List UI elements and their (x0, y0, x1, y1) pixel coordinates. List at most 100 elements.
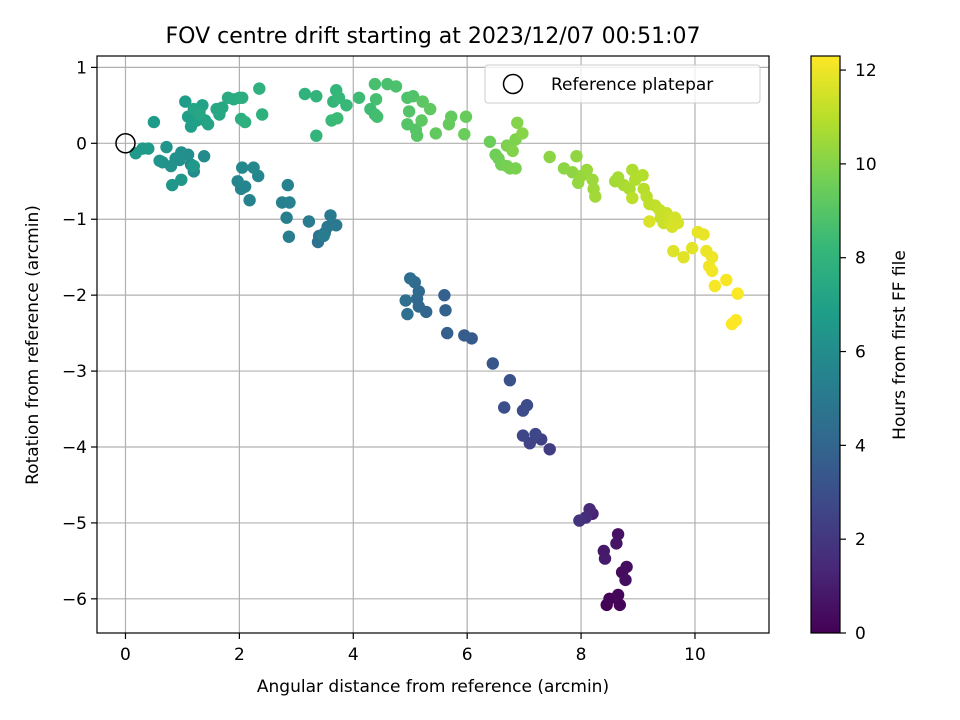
y-tick-label: −4 (62, 438, 87, 458)
data-point (201, 118, 215, 131)
data-point (483, 135, 497, 148)
data-point (506, 144, 519, 158)
data-point (247, 161, 260, 174)
data-point (459, 110, 473, 123)
data-point (415, 114, 428, 127)
data-point (503, 374, 517, 387)
data-point (708, 279, 722, 293)
data-point (193, 108, 206, 121)
y-tick-label: 1 (76, 58, 87, 78)
x-tick-label: 0 (120, 645, 131, 665)
data-point (731, 287, 744, 300)
data-point (570, 150, 583, 163)
data-point (231, 175, 244, 188)
data-point (516, 429, 530, 442)
colorbar-tick-label: 2 (855, 530, 866, 550)
data-point (236, 91, 249, 105)
chart-title: FOV centre drift starting at 2023/12/07 … (166, 24, 701, 49)
data-point (310, 129, 323, 142)
x-axis-label: Angular distance from reference (arcmin) (257, 677, 609, 697)
colorbar-label: Hours from first FF file (890, 250, 910, 440)
x-tick-label: 4 (348, 645, 359, 665)
data-point (439, 304, 452, 317)
data-point (302, 215, 316, 228)
data-point (586, 173, 599, 186)
data-point (498, 401, 511, 414)
data-point (298, 87, 312, 101)
data-point (352, 91, 366, 105)
colorbar-tick-label: 4 (855, 436, 866, 456)
colorbar-gradient (810, 55, 841, 634)
legend-marker (502, 73, 524, 95)
data-point (324, 209, 337, 222)
data-point (399, 294, 412, 307)
data-point (458, 329, 471, 342)
data-point (256, 108, 269, 121)
data-point (369, 93, 383, 106)
data-point (729, 314, 743, 327)
data-point (281, 178, 294, 192)
x-tick-label: 6 (462, 645, 473, 665)
y-tick-label: −2 (62, 286, 87, 306)
data-point (280, 211, 293, 224)
data-point (371, 110, 384, 123)
data-point (667, 244, 680, 258)
data-point (705, 264, 719, 278)
legend-entry-reference: Reference platepar (551, 75, 713, 95)
data-point (282, 230, 296, 243)
data-point (238, 115, 252, 129)
data-point (160, 140, 173, 154)
colorbar-tick-label: 6 (855, 343, 866, 363)
data-point (626, 163, 639, 177)
colorbar-ticks: 0 2 4 6 8 10 12 (840, 61, 877, 644)
data-point (142, 142, 155, 155)
data-point (368, 77, 382, 91)
data-point (283, 196, 296, 209)
data-point (626, 191, 639, 205)
legend-box (484, 64, 761, 104)
data-point (197, 150, 211, 163)
data-point (216, 101, 229, 114)
data-point (573, 514, 586, 527)
plot-frame (96, 55, 770, 634)
data-point (516, 404, 530, 417)
data-point (166, 178, 179, 192)
data-point (589, 190, 602, 203)
colorbar-tick-label: 0 (855, 624, 866, 644)
data-point (310, 90, 323, 103)
data-point (685, 241, 699, 255)
data-point (404, 272, 417, 285)
data-point (147, 115, 161, 129)
x-ticks: 0 2 4 6 8 10 (120, 633, 706, 665)
data-point (720, 273, 733, 287)
data-point (416, 95, 429, 108)
data-point (330, 219, 343, 232)
data-point (253, 82, 266, 95)
data-point (697, 228, 710, 241)
y-tick-label: −3 (62, 362, 87, 382)
data-point (677, 251, 690, 264)
data-point (243, 194, 256, 207)
colorbar-tick-label: 12 (855, 61, 877, 81)
colorbar-tick-label: 8 (855, 249, 866, 269)
data-point (153, 154, 166, 167)
grid-layer (97, 56, 769, 633)
data-point (438, 289, 451, 302)
y-tick-label: −1 (62, 210, 87, 230)
data-point (619, 573, 632, 587)
y-axis-label: Rotation from reference (arcmin) (23, 205, 43, 485)
data-point (317, 229, 330, 243)
data-point (511, 116, 524, 129)
data-point (442, 118, 456, 131)
data-point (236, 161, 249, 174)
data-point (340, 99, 353, 112)
colorbar-tick-label: 10 (855, 155, 877, 175)
data-point (441, 326, 454, 340)
reference-platepar-marker (115, 133, 136, 154)
y-ticks: 1 0 −1 −2 −3 −4 −5 −6 (62, 58, 97, 610)
data-point (389, 80, 403, 93)
data-point (424, 102, 437, 116)
legend: Reference platepar (484, 64, 761, 104)
colorbar: 0 2 4 6 8 10 12 Hours from first FF file (810, 55, 910, 644)
data-point (610, 537, 623, 550)
